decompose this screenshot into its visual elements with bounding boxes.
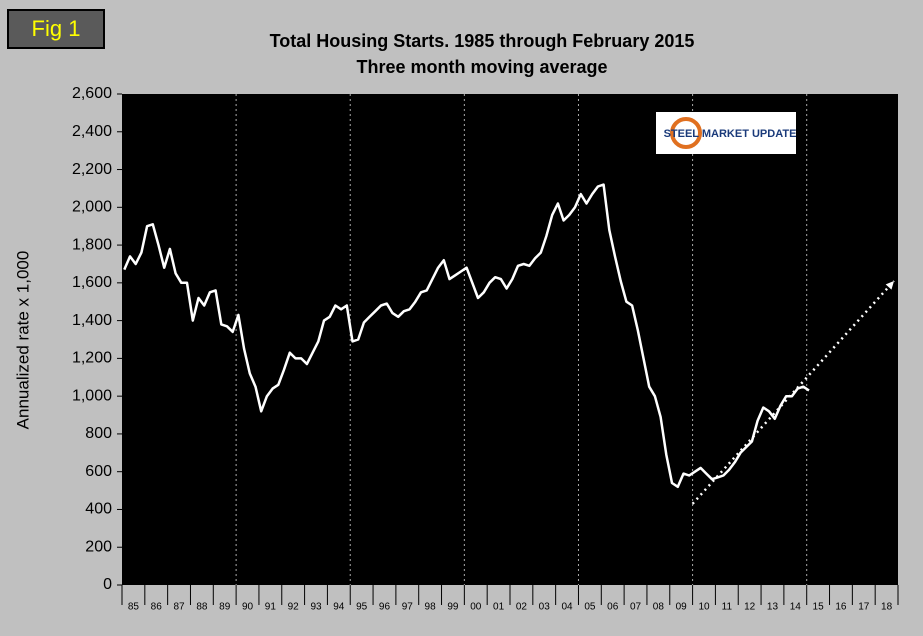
x-tick-label: 97 xyxy=(402,602,414,613)
x-tick-label: 03 xyxy=(539,602,551,613)
x-tick-label: 17 xyxy=(858,602,870,613)
x-tick-label: 14 xyxy=(790,602,802,613)
y-tick-label: 2,400 xyxy=(72,123,112,140)
y-tick-label: 600 xyxy=(85,463,112,480)
x-tick-label: 18 xyxy=(881,602,893,613)
y-tick-label: 800 xyxy=(85,425,112,442)
x-tick-label: 93 xyxy=(310,602,322,613)
x-tick-label: 95 xyxy=(356,602,368,613)
x-tick-label: 01 xyxy=(493,602,505,613)
x-tick-label: 16 xyxy=(835,602,847,613)
badge-box xyxy=(7,9,105,49)
x-tick-label: 90 xyxy=(242,602,254,613)
plot-layer xyxy=(123,94,895,585)
x-tick-label: 09 xyxy=(676,602,688,613)
y-tick-label: 2,200 xyxy=(72,161,112,178)
x-tick-label: 12 xyxy=(744,602,756,613)
badge: Fig 1 xyxy=(32,16,81,41)
y-tick-label: 1,800 xyxy=(72,236,112,253)
y-tick-label: 1,400 xyxy=(72,312,112,329)
x-tick-label: 91 xyxy=(265,602,277,613)
y-tick-label: 1,600 xyxy=(72,274,112,291)
logo-icon xyxy=(670,117,702,149)
x-tick-label: 10 xyxy=(698,602,710,613)
x-tick-label: 87 xyxy=(173,602,185,613)
x-tick-label: 86 xyxy=(151,602,163,613)
y-tick-label: 1,000 xyxy=(72,387,112,404)
x-tick-label: 99 xyxy=(447,602,459,613)
x-tick-label: 89 xyxy=(219,602,231,613)
x-tick-label: 13 xyxy=(767,602,779,613)
x-tick-label: 92 xyxy=(288,602,300,613)
x-tick-label: 04 xyxy=(561,602,573,613)
x-tick-label: 96 xyxy=(379,602,391,613)
x-tick-label: 00 xyxy=(470,602,482,613)
plot-area xyxy=(122,94,898,585)
y-tick-label: 2,600 xyxy=(72,85,112,102)
logo: STEEL MARKET UPDATE xyxy=(664,128,797,140)
x-tick-label: 88 xyxy=(196,602,208,613)
x-tick-label: 06 xyxy=(607,602,619,613)
trend-line xyxy=(691,280,895,505)
line xyxy=(123,183,810,489)
y-axis-label: Annualized rate x 1,000 xyxy=(13,251,32,430)
x-tick-label: 98 xyxy=(425,602,437,613)
x-tick-label: 02 xyxy=(516,602,528,613)
x-tick-label: 15 xyxy=(813,602,825,613)
x-tick-label: 08 xyxy=(653,602,665,613)
y-tick-label: 200 xyxy=(85,538,112,555)
x-tick-label: 07 xyxy=(630,602,642,613)
trend-arrowhead xyxy=(885,280,894,290)
x-tick-label: 05 xyxy=(584,602,596,613)
chart-subtitle: Three month moving average xyxy=(356,57,607,77)
x-tick-label: 85 xyxy=(128,602,140,613)
y-tick-label: 1,200 xyxy=(72,350,112,367)
chart-title: Total Housing Starts. 1985 through Febru… xyxy=(270,31,695,51)
y-tick-label: 2,000 xyxy=(72,199,112,216)
y-tick-label: 0 xyxy=(103,576,112,593)
x-tick-label: 11 xyxy=(722,602,733,613)
y-tick-label: 400 xyxy=(85,501,112,518)
x-tick-label: 94 xyxy=(333,602,345,613)
